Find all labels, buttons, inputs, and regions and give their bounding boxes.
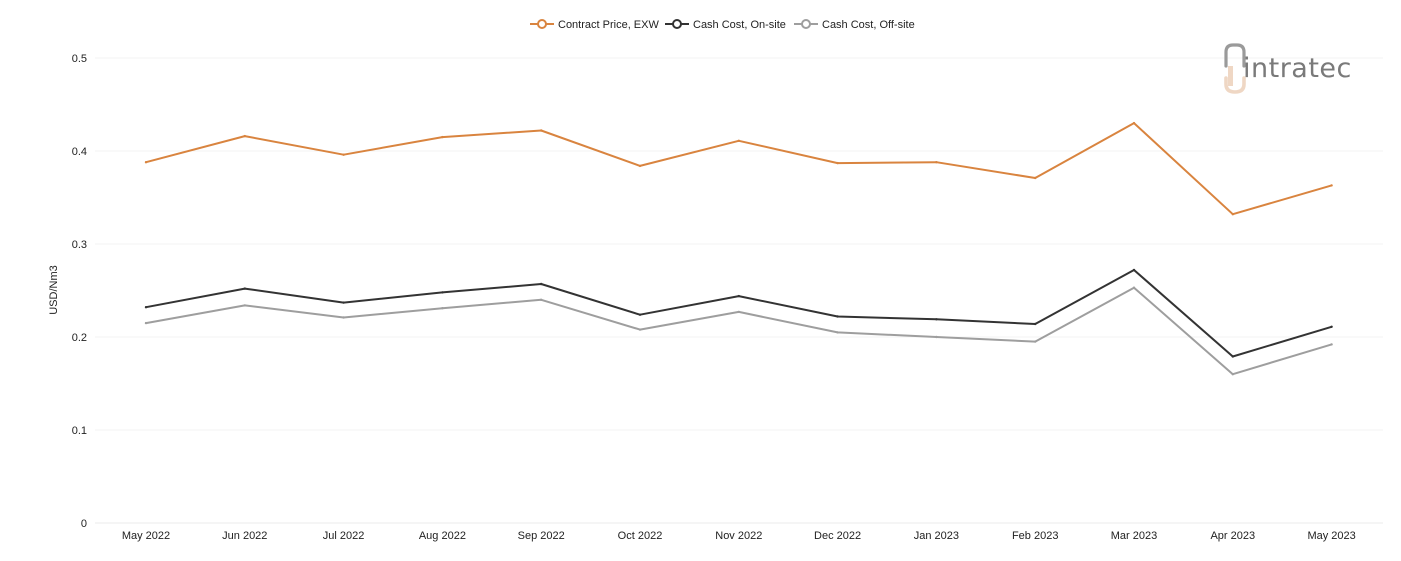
series-2-point — [935, 318, 938, 321]
series-3-point — [144, 321, 148, 325]
x-tick-label: May 2023 — [1307, 530, 1355, 542]
series-2-point — [1132, 268, 1136, 272]
y-tick-label: 0 — [81, 518, 87, 530]
series-1-point — [1231, 213, 1235, 216]
x-tick-label: Feb 2023 — [1012, 530, 1058, 542]
series-3-point — [1132, 286, 1136, 289]
logo-mark-icon — [1224, 43, 1246, 94]
legend-label: Cash Cost, Off-site — [822, 19, 915, 31]
x-tick-label: Nov 2022 — [715, 530, 762, 542]
y-tick-label: 0.5 — [72, 53, 87, 65]
series-1-point — [1132, 121, 1136, 125]
series-3-point — [1231, 373, 1235, 376]
series-2-point — [540, 282, 543, 286]
series-2-point — [1231, 355, 1235, 358]
legend-marker-icon — [537, 19, 547, 29]
x-tick-label: Jul 2022 — [323, 530, 365, 542]
series-line-1 — [145, 122, 1333, 216]
legend-label: Cash Cost, On-site — [693, 19, 786, 31]
series-3-point — [1330, 343, 1333, 346]
x-tick-label: Jan 2023 — [914, 530, 959, 542]
series-2-point — [737, 294, 740, 298]
legend-marker-icon — [801, 19, 811, 29]
series-3-point — [243, 304, 246, 307]
x-tick-label: Oct 2022 — [618, 530, 663, 542]
legend-item[interactable]: Cash Cost, On-site — [665, 19, 786, 31]
y-tick-label: 0.2 — [72, 332, 87, 344]
series-2-point — [144, 306, 148, 309]
series-1-point — [1330, 184, 1333, 187]
series-2-point — [638, 313, 642, 316]
series-1-point — [1034, 176, 1037, 180]
y-tick-label: 0.4 — [72, 146, 87, 158]
series-3-point — [935, 335, 938, 339]
series-3-point — [737, 310, 740, 314]
series-line-2 — [145, 269, 1333, 358]
x-tick-label: May 2022 — [122, 530, 170, 542]
y-tick-label: 0.1 — [72, 425, 87, 437]
series-3-point — [540, 298, 543, 301]
x-tick-label: Sep 2022 — [518, 530, 565, 542]
series-1-point — [935, 161, 938, 164]
series-2-point — [441, 291, 444, 294]
legend: Contract Price, EXW Cash Cost, On-site Cas… — [530, 19, 915, 31]
x-tick-label: Jun 2022 — [222, 530, 267, 542]
series-2-point — [1034, 322, 1037, 326]
intratec-logo: intratec — [1224, 43, 1352, 94]
x-tick-label: Dec 2022 — [814, 530, 861, 542]
series-3-point — [342, 316, 345, 319]
y-axis-label: USD/Nm3 — [48, 265, 60, 315]
series-2-point — [342, 301, 345, 304]
x-tick-label: Apr 2023 — [1210, 530, 1255, 542]
series-2-point — [836, 315, 839, 318]
legend-item[interactable]: Cash Cost, Off-site — [794, 19, 915, 31]
series-3-point — [1034, 340, 1037, 343]
series-lines — [144, 121, 1333, 376]
series-3-point — [441, 307, 444, 310]
x-tick-label: Aug 2022 — [419, 530, 466, 542]
series-1-point — [836, 161, 839, 165]
x-tick-label: Mar 2023 — [1111, 530, 1157, 542]
series-1-point — [342, 153, 345, 156]
gridlines — [95, 57, 1383, 524]
series-1-point — [243, 134, 246, 138]
series-1-point — [540, 129, 543, 132]
series-2-point — [1330, 325, 1333, 328]
legend-label: Contract Price, EXW — [558, 19, 659, 31]
series-2-point — [243, 287, 246, 290]
y-tick-label: 0.3 — [72, 239, 87, 251]
series-3-point — [836, 331, 839, 334]
series-1-point — [144, 161, 148, 164]
legend-item[interactable]: Contract Price, EXW — [530, 19, 659, 31]
series-1-point — [737, 139, 740, 142]
series-3-point — [638, 328, 642, 331]
series-1-point — [441, 135, 444, 139]
axes: 0 0.1 0.2 0.3 0.4 0.5 May 2022 Jun 2022 Jul 2022… — [72, 53, 1356, 542]
logo-text: intratec — [1243, 53, 1352, 84]
legend-marker-icon — [672, 19, 682, 29]
series-1-point — [638, 164, 642, 168]
